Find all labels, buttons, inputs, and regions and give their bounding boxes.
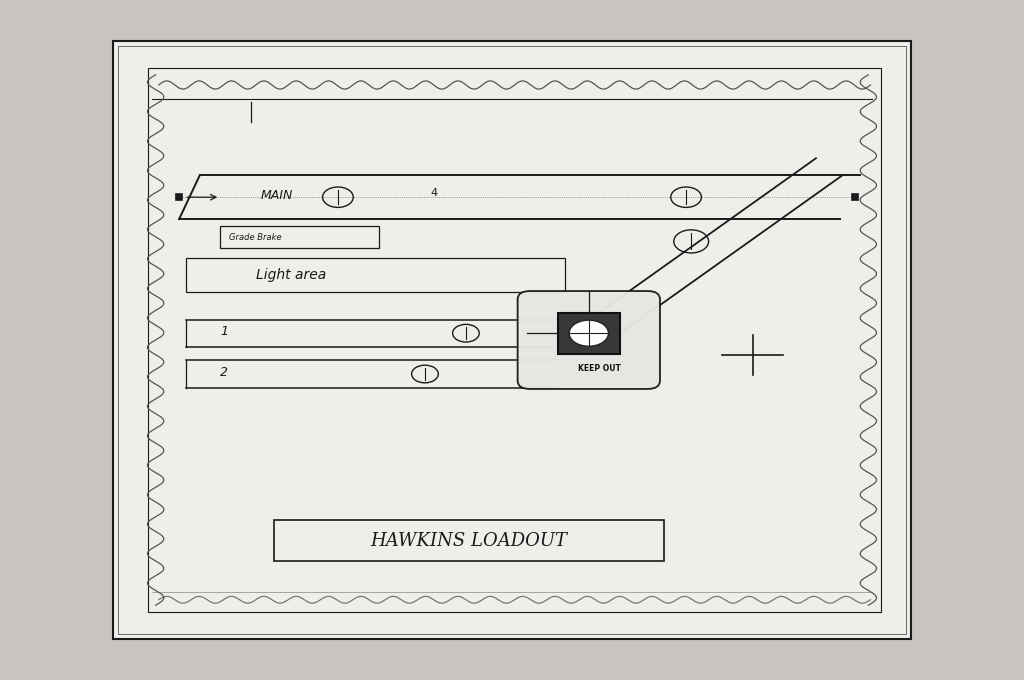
Text: 4: 4 [430, 188, 437, 198]
Bar [558, 313, 620, 354]
Bar [274, 520, 664, 561]
Text: MAIN: MAIN [261, 189, 294, 203]
Text: HAWKINS LOADOUT: HAWKINS LOADOUT [371, 532, 567, 549]
Text: KEEP OUT: KEEP OUT [578, 364, 621, 373]
Bar [220, 226, 379, 248]
FancyBboxPatch shape [517, 291, 659, 389]
Text: Light area: Light area [256, 269, 327, 282]
Text: 2: 2 [220, 366, 228, 379]
Bar [148, 68, 881, 612]
Text: 1: 1 [220, 325, 228, 339]
Text: Grade Brake: Grade Brake [229, 233, 282, 242]
Circle shape [569, 320, 608, 346]
Bar [113, 41, 911, 639]
Bar [186, 258, 565, 292]
Bar [118, 46, 906, 634]
